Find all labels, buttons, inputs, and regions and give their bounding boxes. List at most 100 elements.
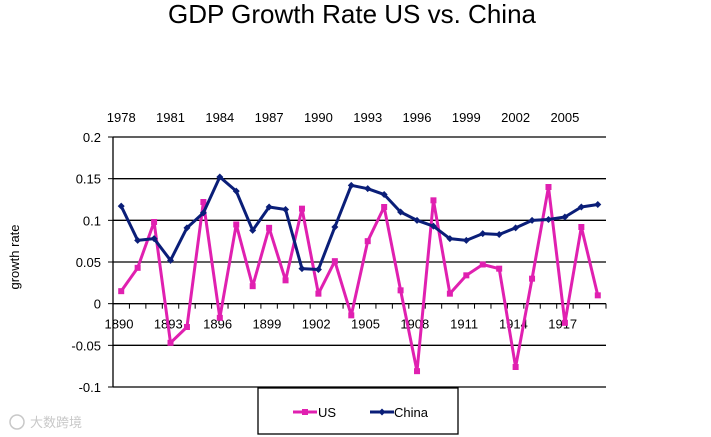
top-axis-tick-label: 1993 (353, 110, 382, 125)
data-point-us (594, 292, 601, 299)
top-axis-tick-label: 2002 (501, 110, 530, 125)
watermark: 大数跨境 (9, 414, 82, 431)
data-point-china (117, 202, 125, 210)
top-axis-tick-label: 2005 (550, 110, 579, 125)
y-tick-label: 0.2 (83, 130, 101, 145)
watermark-logo-icon (9, 414, 25, 430)
top-axis-tick-label: 1978 (107, 110, 136, 125)
bottom-axis-tick-label: 1905 (351, 317, 380, 332)
y-tick-label: -0.05 (71, 338, 101, 353)
data-point-us (249, 283, 256, 290)
data-point-china (364, 185, 372, 193)
axes (108, 136, 607, 388)
data-point-china (397, 208, 405, 216)
data-point-us (479, 261, 486, 268)
top-axis-tick-label: 1984 (205, 110, 234, 125)
data-point-us (151, 219, 158, 225)
data-point-china (134, 236, 142, 244)
data-point-china (380, 191, 388, 198)
data-point-china (249, 226, 257, 234)
data-point-us (381, 204, 388, 210)
top-axis-tick-label: 1981 (156, 110, 185, 125)
data-point-us (512, 364, 519, 370)
data-point-us (463, 272, 470, 279)
data-point-china (594, 201, 602, 208)
legend-label-china: China (394, 405, 429, 420)
data-point-us (364, 238, 371, 245)
data-point-china (429, 222, 437, 230)
y-axis-label: growth rate (7, 224, 22, 289)
y-tick-label: 0.1 (83, 213, 101, 228)
data-point-china (314, 266, 322, 273)
data-point-us (167, 339, 174, 346)
data-point-us (561, 319, 568, 326)
y-tick-label: 0 (94, 297, 101, 312)
data-point-us (134, 264, 141, 271)
top-axis-ticks: 1978 1981 1984 1987 1990 1993 1996 1999 2002 2005 (107, 110, 580, 125)
data-point-china (544, 216, 552, 223)
data-point-us (446, 290, 453, 297)
data-point-china (232, 187, 240, 195)
data-point-china (347, 181, 355, 189)
gridlines (113, 136, 606, 388)
data-point-us (200, 199, 207, 205)
data-point-china (561, 213, 569, 221)
data-point-china (298, 265, 306, 273)
data-point-china (446, 235, 454, 243)
data-point-us (348, 312, 355, 319)
bottom-axis-tick-label: 1890 (105, 317, 134, 332)
bottom-axis-tick-label: 1914 (499, 317, 528, 332)
data-point-us (315, 290, 322, 297)
data-point-us (430, 197, 437, 204)
top-axis-tick-label: 1996 (403, 110, 432, 125)
data-point-china (265, 203, 273, 211)
data-point-us (298, 205, 305, 212)
bottom-axis-tick-label: 1899 (252, 317, 281, 332)
data-point-us (414, 368, 421, 375)
data-point-us (282, 277, 289, 284)
data-point-china (183, 224, 191, 232)
data-point-china (462, 236, 470, 244)
bottom-axis-tick-label: 1908 (400, 317, 429, 332)
top-axis-tick-label: 1999 (452, 110, 481, 125)
data-point-china (199, 209, 207, 217)
data-point-us (118, 288, 125, 295)
top-axis-tick-label: 1990 (304, 110, 333, 125)
y-axis-ticks: 0.2 0.15 0.1 0.05 0 -0.05 -0.1 (71, 130, 101, 395)
bottom-axis-tick-label: 1911 (450, 317, 478, 332)
data-point-china (577, 203, 585, 211)
series-line-us (119, 185, 600, 373)
legend-label-us: US (318, 405, 336, 420)
y-tick-label: 0.05 (76, 255, 101, 270)
data-point-us (529, 275, 536, 282)
legend-box (257, 387, 459, 435)
data-point-china (282, 206, 290, 213)
legend-swatch-marker-us (302, 409, 308, 415)
data-point-china (150, 235, 158, 243)
data-point-china (479, 230, 487, 238)
data-point-us (233, 221, 240, 228)
bottom-axis-tick-label: 1896 (203, 317, 232, 332)
data-point-china (167, 256, 175, 264)
legend-swatch-marker-china (378, 408, 386, 416)
data-point-us (331, 258, 338, 265)
watermark-text: 大数跨境 (30, 416, 82, 431)
data-point-china (216, 173, 224, 181)
data-point-china (512, 224, 520, 232)
data-point-china (495, 231, 503, 238)
data-point-us (545, 184, 552, 190)
series-line-china (119, 175, 599, 271)
chart-title: GDP Growth Rate US vs. China (168, 0, 537, 29)
series-layer (117, 173, 602, 375)
data-point-china (413, 216, 421, 224)
y-tick-label: 0.15 (76, 172, 101, 187)
bottom-axis-tick-label: 1902 (302, 317, 331, 332)
data-point-us (496, 265, 503, 272)
y-tick-label: -0.1 (79, 380, 101, 395)
data-point-us (216, 314, 223, 321)
data-point-us (578, 224, 585, 230)
data-point-us (183, 324, 190, 330)
legend: US China (257, 387, 459, 435)
top-axis-tick-label: 1987 (255, 110, 284, 125)
